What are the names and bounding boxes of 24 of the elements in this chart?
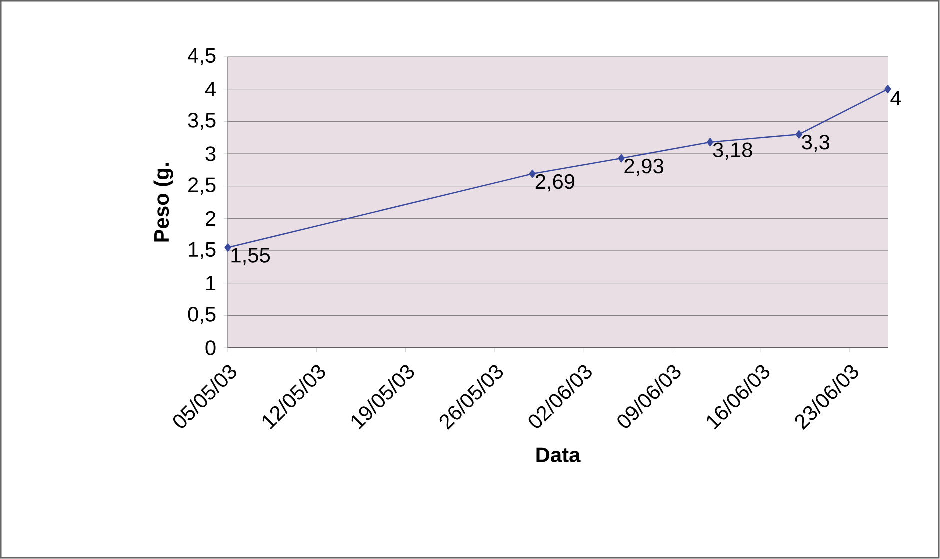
y-tick-label: 4,5 — [188, 48, 216, 66]
y-axis-title: Peso (g. — [154, 163, 174, 242]
data-label: 2,69 — [536, 174, 575, 192]
x-axis-title: Data — [536, 448, 581, 462]
point — [618, 154, 625, 163]
point — [224, 244, 232, 252]
point — [529, 170, 536, 178]
y-tick-label: 1 — [206, 276, 216, 291]
y-tick-label: 3,5 — [188, 113, 216, 130]
y-tick-label: 3 — [206, 146, 216, 162]
y-tick-label: 0,5 — [188, 307, 216, 324]
y-tick-label: 2 — [206, 211, 216, 226]
data-label: 3,18 — [713, 142, 752, 160]
y-tick-label: 2,5 — [188, 178, 216, 195]
data-label: 1,55 — [232, 248, 270, 266]
y-tick-label: 1,5 — [189, 242, 216, 260]
data-label: 3,3 — [802, 134, 830, 152]
point — [707, 138, 714, 146]
y-tick-label: 4 — [205, 82, 216, 97]
point — [796, 130, 802, 139]
y-tick-label: 0 — [206, 340, 216, 356]
data-label: 4 — [890, 91, 902, 106]
point — [884, 85, 892, 94]
data-label: 2,93 — [624, 158, 664, 176]
